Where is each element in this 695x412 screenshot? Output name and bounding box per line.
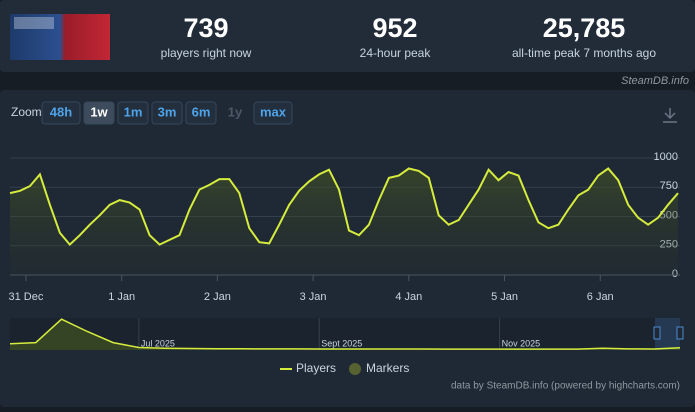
zoom-button[interactable] (83, 101, 115, 125)
legend-marker (349, 363, 361, 375)
navigator-handle[interactable] (676, 326, 684, 340)
navigator-label: Sept 2025 (321, 338, 362, 348)
x-tick-label: 5 Jan (491, 291, 518, 303)
credit: data by SteamDB.info (powered by highcha… (451, 381, 680, 392)
zoom-button[interactable] (185, 101, 217, 125)
zoom-option[interactable]: 3m (158, 104, 177, 119)
y-tick-label: 750 (660, 180, 678, 192)
stat-value: 25,785 (543, 13, 626, 43)
legend-label[interactable]: Markers (366, 361, 409, 375)
legend-label[interactable]: Players (296, 361, 336, 375)
navigator-label: Jul 2025 (141, 338, 175, 348)
zoom-option[interactable]: 1m (124, 104, 143, 119)
stat-label: all-time peak 7 months ago (512, 46, 656, 60)
zoom-label: Zoom (11, 105, 42, 119)
zoom-option[interactable]: max (260, 104, 287, 119)
navigator-line (9, 318, 681, 350)
navigator-label: Nov 2025 (502, 338, 541, 348)
x-tick-label: 1 Jan (108, 291, 135, 303)
area (10, 168, 679, 275)
x-tick-label: 3 Jan (300, 291, 327, 303)
stat-value: 952 (372, 13, 417, 43)
zoom-option[interactable]: 48h (50, 104, 72, 119)
navigator-area (10, 319, 680, 350)
x-tick-label: 31 Dec (9, 291, 44, 303)
stat-label: players right now (161, 46, 252, 60)
zoom-option: 1y (228, 104, 243, 119)
line (9, 167, 679, 247)
zoom-button[interactable] (117, 101, 149, 125)
zoom-button[interactable] (41, 101, 81, 125)
zoom-option[interactable]: 1w (90, 104, 108, 119)
source-label: SteamDB.info (621, 75, 689, 87)
download-icon[interactable] (663, 108, 677, 123)
stat-label: 24-hour peak (360, 46, 432, 60)
zoom-button[interactable] (253, 101, 293, 125)
zoom-option[interactable]: 6m (192, 104, 211, 119)
banner-logo (14, 17, 54, 29)
x-tick-label: 6 Jan (587, 291, 614, 303)
game-banner (10, 14, 110, 60)
y-tick-label: 1000 (654, 151, 678, 163)
navigator-handle[interactable] (653, 326, 661, 340)
zoom-button[interactable] (151, 101, 183, 125)
x-tick-label: 4 Jan (395, 291, 422, 303)
stat-value: 739 (183, 13, 228, 43)
header-panel (0, 0, 695, 72)
x-tick-label: 2 Jan (204, 291, 231, 303)
